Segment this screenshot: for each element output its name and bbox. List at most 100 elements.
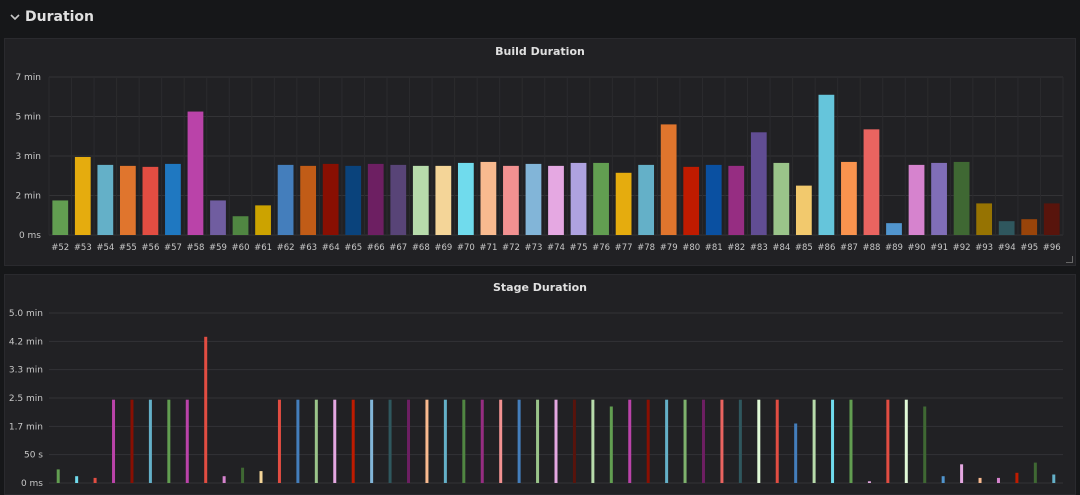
y-tick-label: 3.3 min — [9, 366, 43, 376]
bar-58 — [187, 111, 204, 235]
panel-title-stage[interactable]: Stage Duration — [493, 281, 587, 294]
stage-bar — [775, 399, 779, 483]
panel-resize-handle[interactable] — [1066, 256, 1073, 263]
x-tick-label: #65 — [344, 243, 362, 253]
stage-bar — [1015, 472, 1019, 483]
x-tick-label: #73 — [524, 243, 542, 253]
bar-69 — [435, 165, 452, 235]
bar-59 — [210, 200, 226, 235]
bar-85 — [795, 185, 812, 235]
stage-bar — [738, 399, 742, 483]
stage-bar — [609, 406, 613, 483]
x-tick-label: #61 — [254, 243, 272, 253]
y-tick-label: 4.2 min — [9, 337, 43, 347]
stage-bar — [333, 399, 337, 483]
bar-66 — [367, 163, 384, 235]
chevron-down-icon[interactable] — [8, 10, 22, 24]
stage-bar — [425, 399, 429, 483]
stage-bar — [849, 399, 853, 483]
build-duration-chart: 0 ms 2 min 3 min 5 min 7 min #52 #53 #54 #55 #56 #… — [15, 73, 1064, 253]
x-tick-label: #76 — [592, 243, 610, 253]
bar-71 — [480, 161, 497, 235]
stage-bar — [886, 399, 890, 483]
x-tick-label: #66 — [367, 243, 385, 253]
x-tick-label: #58 — [186, 243, 204, 253]
x-tick-label: #84 — [772, 243, 790, 253]
y-tick-label: 0 ms — [19, 231, 41, 241]
x-tick-label: #75 — [570, 243, 588, 253]
x-tick-label: #80 — [682, 243, 700, 253]
stage-bar — [665, 399, 669, 483]
stage-bar — [591, 399, 595, 483]
stage-bar — [388, 399, 392, 483]
stage-bar — [351, 399, 355, 483]
row-title: Duration — [25, 9, 95, 25]
stage-bar — [831, 399, 835, 483]
x-tick-label: #62 — [277, 243, 295, 253]
x-tick-label: #82 — [727, 243, 745, 253]
bar-67 — [390, 164, 407, 235]
bar-77 — [615, 172, 632, 235]
stage-bar — [480, 399, 484, 483]
panel-title-build[interactable]: Build Duration — [495, 45, 585, 58]
bar-94 — [998, 221, 1015, 235]
stage-bar — [904, 399, 908, 483]
y-tick-label: 50 s — [24, 451, 43, 461]
bar-79 — [660, 124, 677, 235]
stage-duration-panel[interactable]: Stage Duration 0 ms 50 s 1.7 min 2.5 min 3.3… — [4, 274, 1076, 495]
stage-bar — [148, 399, 152, 483]
x-tick-label: #89 — [885, 243, 903, 253]
x-tick-label: #52 — [51, 243, 69, 253]
stage-bar — [112, 399, 116, 483]
bar-75 — [570, 162, 587, 235]
stage-bar — [93, 477, 97, 483]
stage-bar — [314, 399, 318, 483]
bar-72 — [503, 165, 519, 235]
x-tick-label: #63 — [299, 243, 317, 253]
stage-bar — [462, 399, 466, 483]
stage-bar — [499, 399, 503, 483]
stage-bar — [794, 423, 798, 483]
x-tick-label: #77 — [615, 243, 633, 253]
stage-bar — [185, 399, 189, 483]
stage-bar — [646, 399, 650, 483]
bar-78 — [638, 164, 655, 235]
x-tick-label: #57 — [164, 243, 182, 253]
bar-89 — [886, 223, 902, 235]
y-tick-label: 5 min — [15, 113, 41, 123]
stage-bar — [996, 477, 1000, 483]
stage-bar — [1033, 462, 1037, 483]
x-tick-label: #94 — [998, 243, 1016, 253]
bar-80 — [683, 166, 700, 235]
x-tick-label: #60 — [232, 243, 250, 253]
stage-bar — [56, 469, 60, 483]
bar-82 — [728, 165, 745, 235]
x-tick-label: #72 — [502, 243, 520, 253]
x-tick-label: #70 — [457, 243, 475, 253]
x-tick-label: #83 — [750, 243, 768, 253]
bar-95 — [1021, 219, 1038, 235]
stage-bar — [867, 481, 871, 483]
bar-63 — [300, 165, 317, 235]
x-tick-label: #87 — [840, 243, 858, 253]
x-tick-label: #92 — [953, 243, 971, 253]
stage-bar — [554, 399, 558, 483]
stage-bar — [167, 399, 171, 483]
y-tick-label: 1.7 min — [9, 422, 43, 432]
stage-bar — [941, 476, 945, 483]
build-duration-panel[interactable]: Build Duration 0 ms 2 min 3 min 5 min 7 min #… — [4, 38, 1076, 266]
bar-64 — [322, 163, 339, 235]
row-header-duration[interactable]: Duration — [0, 0, 1080, 34]
stage-bar — [222, 476, 226, 483]
stage-bar — [683, 399, 687, 483]
bar-93 — [976, 203, 993, 235]
bar-83 — [750, 132, 767, 235]
bar-52 — [52, 200, 69, 235]
x-tick-label: #88 — [862, 243, 880, 253]
y-tick-label: 0 ms — [21, 479, 43, 489]
bar-54 — [97, 164, 114, 235]
x-tick-label: #53 — [74, 243, 92, 253]
bar-84 — [773, 162, 790, 235]
stage-bar — [1052, 474, 1056, 483]
stage-bar — [572, 399, 576, 483]
